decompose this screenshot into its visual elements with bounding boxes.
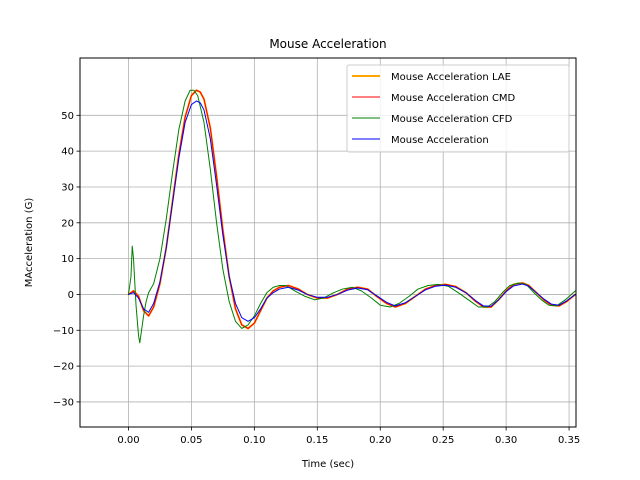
x-tick-label: 0.35 bbox=[558, 435, 580, 446]
x-tick-label: 0.00 bbox=[117, 435, 139, 446]
y-tick-label: 0 bbox=[68, 290, 74, 301]
plot-area bbox=[127, 89, 576, 344]
series-lines bbox=[127, 89, 576, 344]
chart-title: Mouse Acceleration bbox=[269, 37, 386, 51]
legend: Mouse Acceleration LAE Mouse Acceleration… bbox=[346, 64, 570, 153]
legend-box bbox=[346, 64, 570, 153]
x-axis-ticks: 0.00 0.05 0.10 0.15 0.20 0.25 0.30 0.35 bbox=[117, 427, 580, 446]
y-tick-label: −10 bbox=[53, 326, 74, 337]
x-tick-label: 0.15 bbox=[306, 435, 328, 446]
legend-entry-label: Mouse Acceleration CMD bbox=[391, 93, 516, 104]
series-line-3 bbox=[127, 100, 576, 322]
axes-frame bbox=[79, 57, 577, 428]
x-axis-title: Time (sec) bbox=[301, 459, 354, 470]
y-tick-label: 30 bbox=[61, 182, 74, 193]
y-tick-label: −30 bbox=[53, 397, 74, 408]
x-tick-label: 0.25 bbox=[432, 435, 454, 446]
x-tick-label: 0.05 bbox=[180, 435, 202, 446]
y-tick-label: 50 bbox=[61, 111, 74, 122]
y-tick-label: −20 bbox=[53, 362, 74, 373]
y-tick-label: 40 bbox=[61, 147, 74, 158]
legend-entry-label: Mouse Acceleration bbox=[391, 135, 489, 146]
x-tick-label: 0.30 bbox=[495, 435, 517, 446]
y-axis-ticks: −30 −20 −10 0 10 20 30 40 50 bbox=[53, 111, 80, 408]
y-tick-label: 10 bbox=[61, 254, 74, 265]
legend-entry-label: Mouse Acceleration CFD bbox=[391, 114, 513, 125]
x-tick-label: 0.20 bbox=[369, 435, 391, 446]
y-tick-label: 20 bbox=[61, 218, 74, 229]
legend-entry-label: Mouse Acceleration LAE bbox=[391, 72, 511, 83]
y-axis-title: MAcceleration (G) bbox=[24, 198, 35, 288]
x-tick-label: 0.10 bbox=[243, 435, 265, 446]
